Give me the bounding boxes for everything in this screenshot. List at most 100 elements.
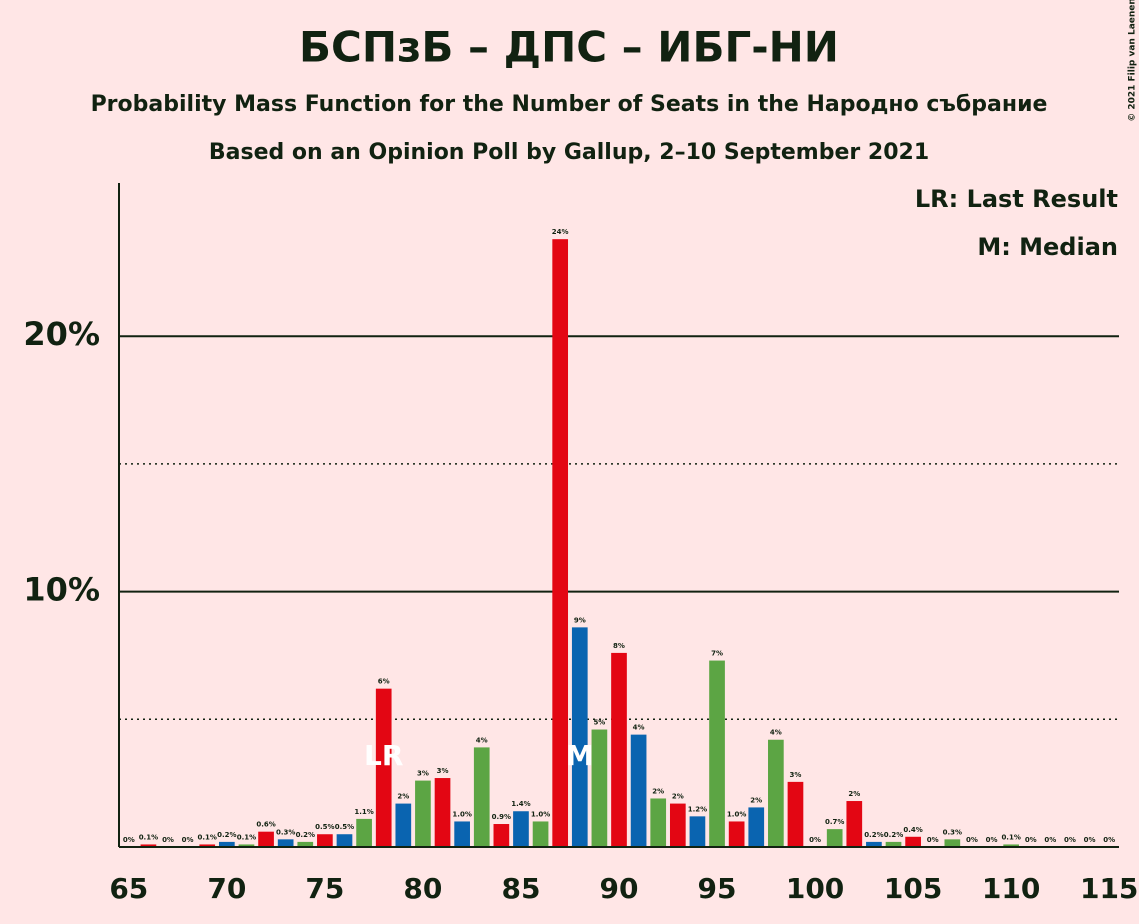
data-label: 0% [1084, 836, 1096, 844]
data-label: 0.6% [256, 821, 275, 829]
x-tick-label: 105 [884, 872, 942, 905]
bar [787, 781, 804, 847]
legend-entry: M: Median [977, 233, 1118, 261]
bar [709, 660, 725, 847]
data-label: 9% [574, 616, 586, 624]
bar [689, 816, 706, 847]
data-label: 0% [162, 836, 174, 844]
data-label: 0% [809, 836, 821, 844]
bar [728, 821, 745, 847]
bar [826, 829, 843, 847]
x-tick-label: 70 [207, 872, 246, 905]
data-label: 0% [966, 836, 978, 844]
data-label: 0.4% [903, 826, 922, 834]
data-label: 3% [437, 767, 449, 775]
bar [454, 821, 470, 847]
bar [630, 734, 647, 847]
data-label: 0.1% [198, 833, 217, 841]
data-label: 5% [593, 719, 605, 727]
data-label: 0.3% [943, 828, 962, 836]
data-label: 0.5% [335, 823, 354, 831]
bar [297, 841, 314, 847]
data-label: 0% [1044, 836, 1056, 844]
data-label: 0% [1103, 836, 1115, 844]
x-tick-label: 95 [698, 872, 737, 905]
bar [277, 839, 294, 847]
x-tick-label: 75 [305, 872, 344, 905]
data-label: 2% [848, 790, 860, 798]
bar [552, 239, 569, 847]
x-tick-label: 65 [109, 872, 148, 905]
data-label: 0.1% [237, 833, 256, 841]
bar [571, 627, 588, 847]
bar [513, 811, 529, 847]
x-tick-label: 85 [501, 872, 540, 905]
data-label: 0.9% [492, 813, 511, 821]
annotation: LR [364, 739, 403, 772]
data-label: 3% [417, 770, 429, 778]
data-label: 0% [182, 836, 194, 844]
data-label: 6% [378, 678, 390, 686]
x-tick-label: 100 [786, 872, 844, 905]
bar [473, 747, 490, 847]
bar [415, 780, 431, 847]
data-label: 1.0% [531, 810, 550, 818]
bar [493, 824, 510, 847]
bar [846, 801, 863, 847]
bar [336, 834, 353, 847]
data-label: 2% [750, 796, 762, 804]
data-label: 7% [711, 650, 723, 658]
data-label: 3% [790, 771, 802, 779]
data-label: 4% [476, 736, 488, 744]
x-tick-label: 90 [600, 872, 639, 905]
data-label: 0% [986, 836, 998, 844]
bar [258, 831, 274, 847]
data-label: 4% [633, 724, 645, 732]
bar [650, 798, 667, 847]
data-label: 0.2% [217, 831, 236, 839]
data-label: 0% [1025, 836, 1037, 844]
data-label: 0.1% [139, 833, 158, 841]
annotation: M [566, 739, 594, 772]
x-tick-label: 110 [982, 872, 1040, 905]
bar [238, 844, 255, 847]
y-tick-label: 20% [23, 315, 100, 353]
chart-subtitle: Based on an Opinion Poll by Gallup, 2–10… [209, 140, 929, 165]
data-label: 2% [672, 793, 684, 801]
data-label: 24% [552, 228, 569, 236]
bar [905, 836, 921, 847]
data-label: 0% [1064, 836, 1076, 844]
bar [199, 844, 216, 847]
data-label: 0.2% [296, 831, 315, 839]
bar [611, 652, 627, 847]
legend-entry: LR: Last Result [915, 185, 1118, 213]
data-label: 1.4% [511, 800, 530, 808]
data-label: 0% [123, 836, 135, 844]
data-label: 2% [652, 787, 664, 795]
data-label: 1.0% [727, 810, 746, 818]
bar [434, 778, 451, 847]
bar [591, 729, 608, 847]
bar [866, 841, 882, 847]
data-label: 2% [397, 793, 409, 801]
bar [140, 844, 157, 847]
x-tick-label: 80 [403, 872, 442, 905]
bar [317, 834, 333, 847]
data-label: 1.1% [354, 808, 373, 816]
x-tick-label: 115 [1080, 872, 1138, 905]
data-label: 0.3% [276, 828, 295, 836]
chart-title: БСПзБ – ДПС – ИБГ-НИ [299, 23, 839, 72]
bar [395, 803, 412, 847]
bar [532, 821, 549, 847]
data-label: 0.2% [884, 831, 903, 839]
bar [885, 841, 902, 847]
data-label: 0.2% [864, 831, 883, 839]
bar [768, 739, 784, 847]
bar [944, 839, 961, 847]
copyright: © 2021 Filip van Laenen [1128, 0, 1138, 122]
data-label: 0% [927, 836, 939, 844]
bar [669, 803, 686, 847]
y-tick-label: 10% [23, 571, 100, 609]
